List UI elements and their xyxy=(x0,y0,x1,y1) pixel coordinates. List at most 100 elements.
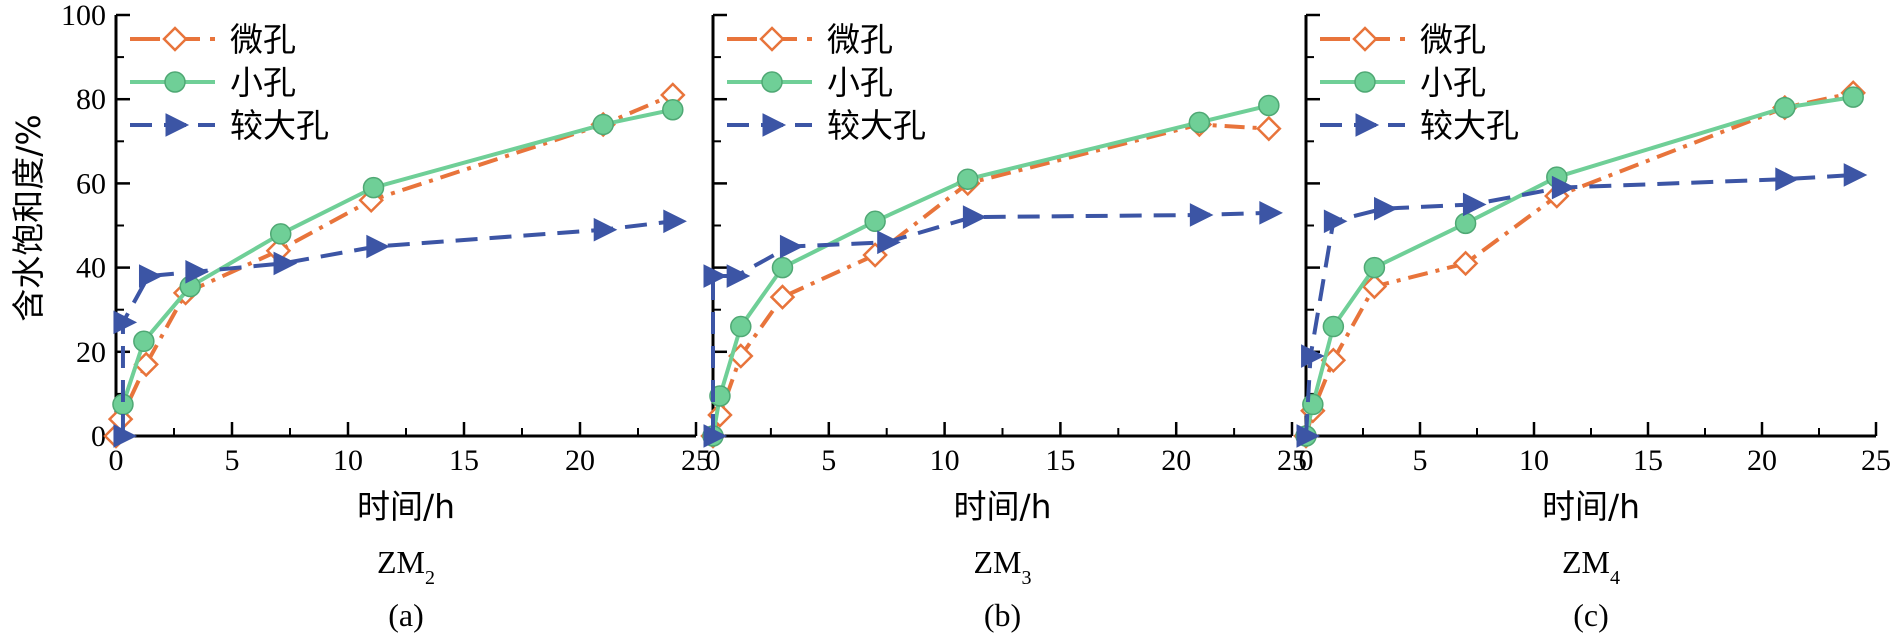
sample-label-base: ZM xyxy=(1562,544,1610,580)
legend-label: 微孔 xyxy=(230,20,296,59)
y-axis-title: 含水饱和度/% xyxy=(9,114,48,321)
data-point xyxy=(1363,256,1386,279)
data-point xyxy=(133,330,155,353)
legend-label: 较大孔 xyxy=(827,106,926,145)
series-line-2 xyxy=(121,107,674,406)
x-tick-label: 15 xyxy=(1633,444,1663,477)
sample-label-subscript: 2 xyxy=(425,567,435,589)
series-line-1 xyxy=(114,93,674,437)
legend-marker xyxy=(164,71,186,93)
x-tick-label: 25 xyxy=(681,444,711,477)
data-point xyxy=(779,234,804,259)
data-point xyxy=(1302,393,1324,416)
panel-label: (b) xyxy=(984,597,1021,633)
legend-label: 微孔 xyxy=(827,20,893,59)
data-point xyxy=(1188,111,1211,134)
sample-label: ZM4 xyxy=(1562,544,1620,589)
legend-marker xyxy=(162,26,188,52)
data-point xyxy=(138,264,163,288)
data-point xyxy=(703,264,728,288)
data-point xyxy=(185,260,209,284)
series-line-3 xyxy=(711,210,1269,436)
x-tick-label: 20 xyxy=(565,444,595,477)
data-point xyxy=(730,315,752,338)
data-point xyxy=(1189,203,1214,227)
data-point xyxy=(113,310,138,335)
x-tick-label: 10 xyxy=(333,444,363,477)
data-point xyxy=(1452,250,1479,277)
data-point xyxy=(877,230,901,255)
data-point xyxy=(1774,96,1796,119)
x-tick-label: 25 xyxy=(1861,444,1891,477)
y-tick-label: 80 xyxy=(76,83,106,116)
x-tick-label: 20 xyxy=(1161,444,1191,477)
legend-marker xyxy=(1355,113,1380,137)
x-tick-label: 0 xyxy=(109,444,124,477)
data-point xyxy=(592,113,614,136)
legend-marker xyxy=(759,26,785,52)
series-line-2 xyxy=(1304,95,1854,437)
data-point xyxy=(1258,94,1280,117)
data-point xyxy=(113,424,138,448)
series-line-1 xyxy=(1304,90,1854,437)
x-tick-label: 15 xyxy=(1045,444,1075,477)
data-point xyxy=(1843,163,1868,187)
data-point xyxy=(1256,115,1282,142)
x-axis-title: 时间/h xyxy=(1542,487,1640,526)
x-tick-label: 25 xyxy=(1277,444,1307,477)
legend-marker xyxy=(165,113,190,137)
y-tick-label: 100 xyxy=(61,0,106,32)
data-point xyxy=(1296,424,1321,448)
legend-label: 小孔 xyxy=(827,63,893,102)
y-tick-label: 60 xyxy=(76,167,106,200)
panel-label: (c) xyxy=(1573,597,1609,633)
legend-marker xyxy=(761,71,783,93)
legend-label: 小孔 xyxy=(1420,63,1486,102)
legend-label: 较大孔 xyxy=(1420,106,1519,145)
y-tick-label: 0 xyxy=(91,420,106,453)
data-point xyxy=(703,424,728,448)
series-line-3 xyxy=(1304,172,1854,437)
data-point xyxy=(726,264,751,288)
y-tick-label: 20 xyxy=(76,336,106,369)
data-point xyxy=(957,168,979,190)
data-point xyxy=(1462,192,1487,217)
x-axis-title: 时间/h xyxy=(953,487,1051,526)
data-point xyxy=(771,256,794,279)
data-point xyxy=(1361,273,1388,300)
data-point xyxy=(269,223,292,245)
data-point xyxy=(662,98,684,121)
data-point xyxy=(1323,209,1348,234)
data-point xyxy=(962,205,987,229)
legend-marker xyxy=(762,113,787,137)
series-line-3 xyxy=(120,219,674,436)
data-point xyxy=(1842,86,1864,108)
x-tick-label: 10 xyxy=(930,444,960,477)
data-point xyxy=(1322,315,1345,338)
x-tick-label: 0 xyxy=(706,444,721,477)
legend-label: 微孔 xyxy=(1420,20,1486,59)
legend-label: 较大孔 xyxy=(230,106,329,145)
x-tick-label: 15 xyxy=(449,444,479,477)
data-point xyxy=(1301,344,1325,368)
y-tick-label: 40 xyxy=(76,252,106,285)
x-tick-label: 5 xyxy=(1413,444,1428,477)
panel-label: (a) xyxy=(388,597,424,633)
data-point xyxy=(1454,212,1477,235)
data-point xyxy=(1551,175,1576,200)
data-point xyxy=(1374,196,1398,221)
data-point xyxy=(864,210,886,233)
series-line-2 xyxy=(711,103,1270,437)
data-point xyxy=(362,176,385,199)
data-point xyxy=(366,234,390,259)
legend-marker xyxy=(1354,71,1376,93)
sample-label-base: ZM xyxy=(974,544,1022,580)
legend-marker xyxy=(1352,26,1378,52)
data-point xyxy=(1259,201,1283,225)
data-point xyxy=(1775,167,1799,191)
sample-label: ZM2 xyxy=(377,544,435,589)
sample-label-base: ZM xyxy=(377,544,425,580)
